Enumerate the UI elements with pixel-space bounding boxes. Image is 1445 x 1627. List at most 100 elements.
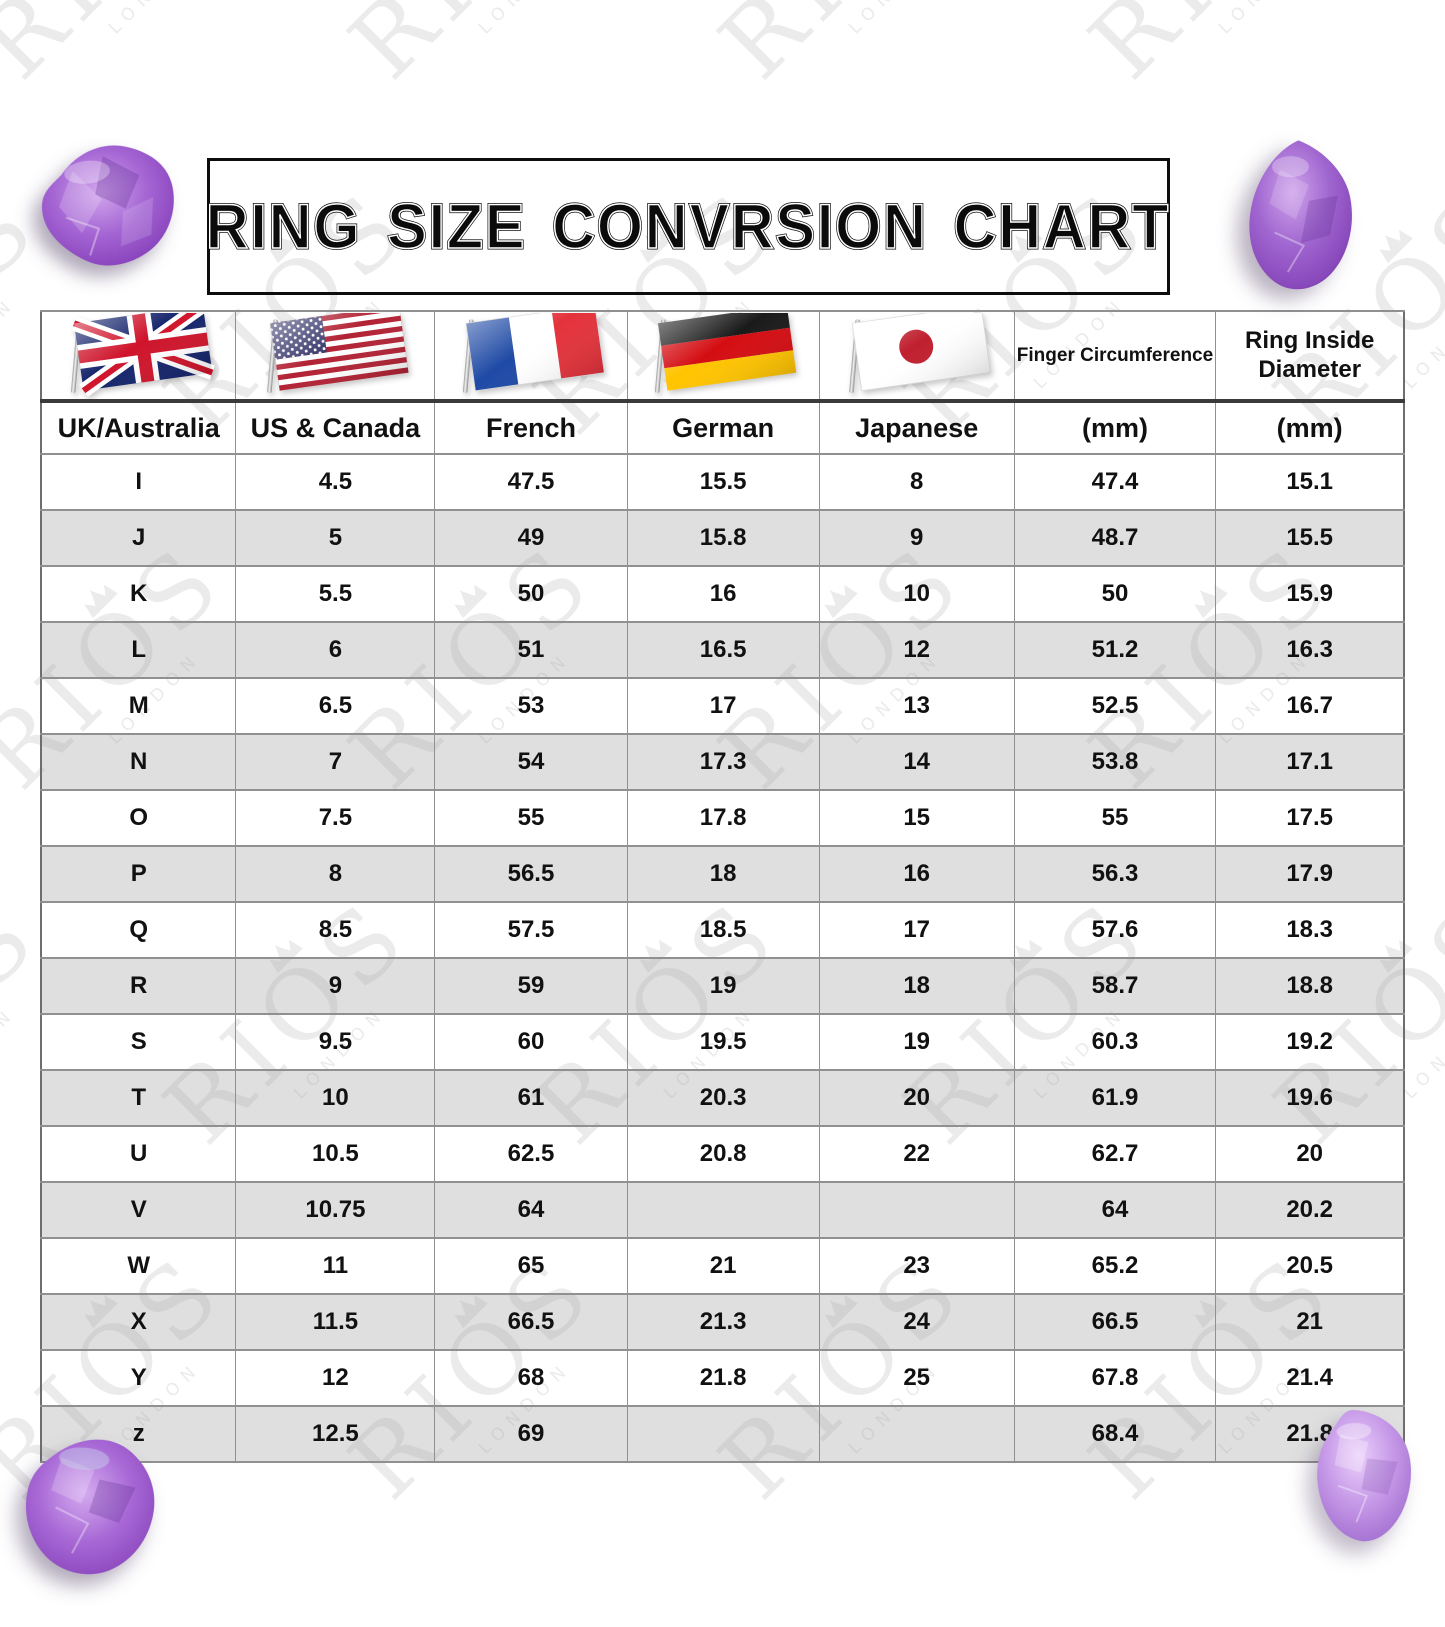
watermark-brand: RIOS (688, 0, 996, 110)
size-letter-cell: L (40, 621, 237, 679)
value-cell: 60 (434, 1013, 628, 1071)
germany-flag-icon (628, 313, 818, 397)
watermark-city: LONDON (17, 0, 272, 126)
value-cell: 10.75 (235, 1181, 436, 1239)
value-cell: 11.5 (235, 1293, 436, 1351)
size-letter-cell: Q (40, 901, 237, 959)
value-cell: 16 (818, 845, 1015, 903)
size-letter-cell: N (40, 733, 237, 791)
value-cell: 17.5 (1215, 789, 1405, 847)
column-label-us: US & Canada (235, 400, 436, 455)
value-cell: 15.8 (626, 509, 820, 567)
value-cell: 19.2 (1215, 1013, 1405, 1071)
value-cell: 60.3 (1013, 1013, 1217, 1071)
value-cell: 17.3 (626, 733, 820, 791)
value-cell: 61 (434, 1069, 628, 1127)
size-letter-cell: W (40, 1237, 237, 1295)
watermark-city: LONDON (387, 0, 642, 126)
value-cell: 16.5 (626, 621, 820, 679)
value-cell: 56.3 (1013, 845, 1217, 903)
value-cell: 18.5 (626, 901, 820, 959)
value-cell: 55 (1013, 789, 1217, 847)
value-cell: 7.5 (235, 789, 436, 847)
value-cell: 20.8 (626, 1125, 820, 1183)
value-cell: 20 (818, 1069, 1015, 1127)
table-row: J 5 49 15.8 9 48.7 15.5 (40, 509, 1405, 567)
size-letter-cell: S (40, 1013, 237, 1071)
page-title: RING SIZE CONVRSION CHART (205, 190, 1171, 263)
value-cell: 20.3 (626, 1069, 820, 1127)
germany-flag-cell (626, 310, 820, 403)
value-cell: 12 (818, 621, 1015, 679)
value-cell: 62.7 (1013, 1125, 1217, 1183)
value-cell: 16.7 (1215, 677, 1405, 735)
table-row: V 10.75 64 64 20.2 (40, 1181, 1405, 1239)
value-cell: 61.9 (1013, 1069, 1217, 1127)
value-cell: 17.8 (626, 789, 820, 847)
value-cell: 49 (434, 509, 628, 567)
title-box: RING SIZE CONVRSION CHART (205, 158, 1171, 295)
size-letter-cell: T (40, 1069, 237, 1127)
size-letter-cell: V (40, 1181, 237, 1239)
watermark-brand: RIOS (1438, 522, 1445, 811)
column-label-circumference-mm: (mm) (1013, 400, 1217, 455)
value-cell: 66.5 (434, 1293, 628, 1351)
value-cell: 18 (626, 845, 820, 903)
value-cell: 21.8 (626, 1349, 820, 1407)
value-cell: 68.4 (1013, 1405, 1217, 1463)
size-letter-cell: O (40, 789, 237, 847)
size-letter-cell: R (40, 957, 237, 1015)
value-cell: 51.2 (1013, 621, 1217, 679)
size-letter-cell: X (40, 1293, 237, 1351)
amethyst-crystal-top-left (42, 145, 174, 266)
finger-circumference-header: Finger Circumference (1013, 310, 1217, 403)
value-cell: 17.9 (1215, 845, 1405, 903)
value-cell: 21.3 (626, 1293, 820, 1351)
value-cell: 6 (235, 621, 436, 679)
value-cell: 25 (818, 1349, 1015, 1407)
uk-flag-icon (42, 313, 235, 397)
japan-flag-icon (820, 313, 1013, 397)
value-cell: 19 (818, 1013, 1015, 1071)
value-cell: 9.5 (235, 1013, 436, 1071)
table-row: W 11 65 21 23 65.2 20.5 (40, 1237, 1405, 1295)
value-cell: 17.1 (1215, 733, 1405, 791)
value-cell: 65 (434, 1237, 628, 1295)
value-cell: 22 (818, 1125, 1015, 1183)
table-row: Q 8.5 57.5 18.5 17 57.6 18.3 (40, 901, 1405, 959)
value-cell: 18 (818, 957, 1015, 1015)
value-cell: 19.5 (626, 1013, 820, 1071)
column-label-german: German (626, 400, 820, 455)
value-cell: 10 (818, 565, 1015, 623)
value-cell: 6.5 (235, 677, 436, 735)
table-row: Y 12 68 21.8 25 67.8 21.4 (40, 1349, 1405, 1407)
us-flag-icon (237, 313, 434, 397)
flag-header-row: Finger Circumference Ring Inside Diamete… (40, 310, 1405, 403)
value-cell: 7 (235, 733, 436, 791)
table-body: I 4.5 47.5 15.5 8 47.4 15.1 J 5 49 15.8 9 48.7 15.5 K 5… (40, 453, 1405, 1463)
value-cell (626, 1405, 820, 1463)
value-cell: 21.4 (1215, 1349, 1405, 1407)
value-cell: 8 (235, 845, 436, 903)
value-cell: 56.5 (434, 845, 628, 903)
ring-size-table: Finger Circumference Ring Inside Diamete… (40, 310, 1405, 1463)
value-cell: 50 (434, 565, 628, 623)
value-cell: 54 (434, 733, 628, 791)
watermark-brand: RIOS (0, 0, 256, 110)
value-cell: 47.4 (1013, 453, 1217, 511)
table-row: I 4.5 47.5 15.5 8 47.4 15.1 (40, 453, 1405, 511)
value-cell: 8 (818, 453, 1015, 511)
value-cell: 20.5 (1215, 1237, 1405, 1295)
watermark-brand: RIOS (1058, 0, 1366, 110)
value-cell: 58.7 (1013, 957, 1217, 1015)
watermark-city: LONDON (757, 0, 1012, 126)
japan-flag-cell (818, 310, 1015, 403)
size-letter-cell: J (40, 509, 237, 567)
column-label-diameter-mm: (mm) (1215, 400, 1405, 455)
value-cell: 12 (235, 1349, 436, 1407)
value-cell: 19.6 (1215, 1069, 1405, 1127)
table-row: R 9 59 19 18 58.7 18.8 (40, 957, 1405, 1015)
value-cell: 16 (626, 565, 820, 623)
